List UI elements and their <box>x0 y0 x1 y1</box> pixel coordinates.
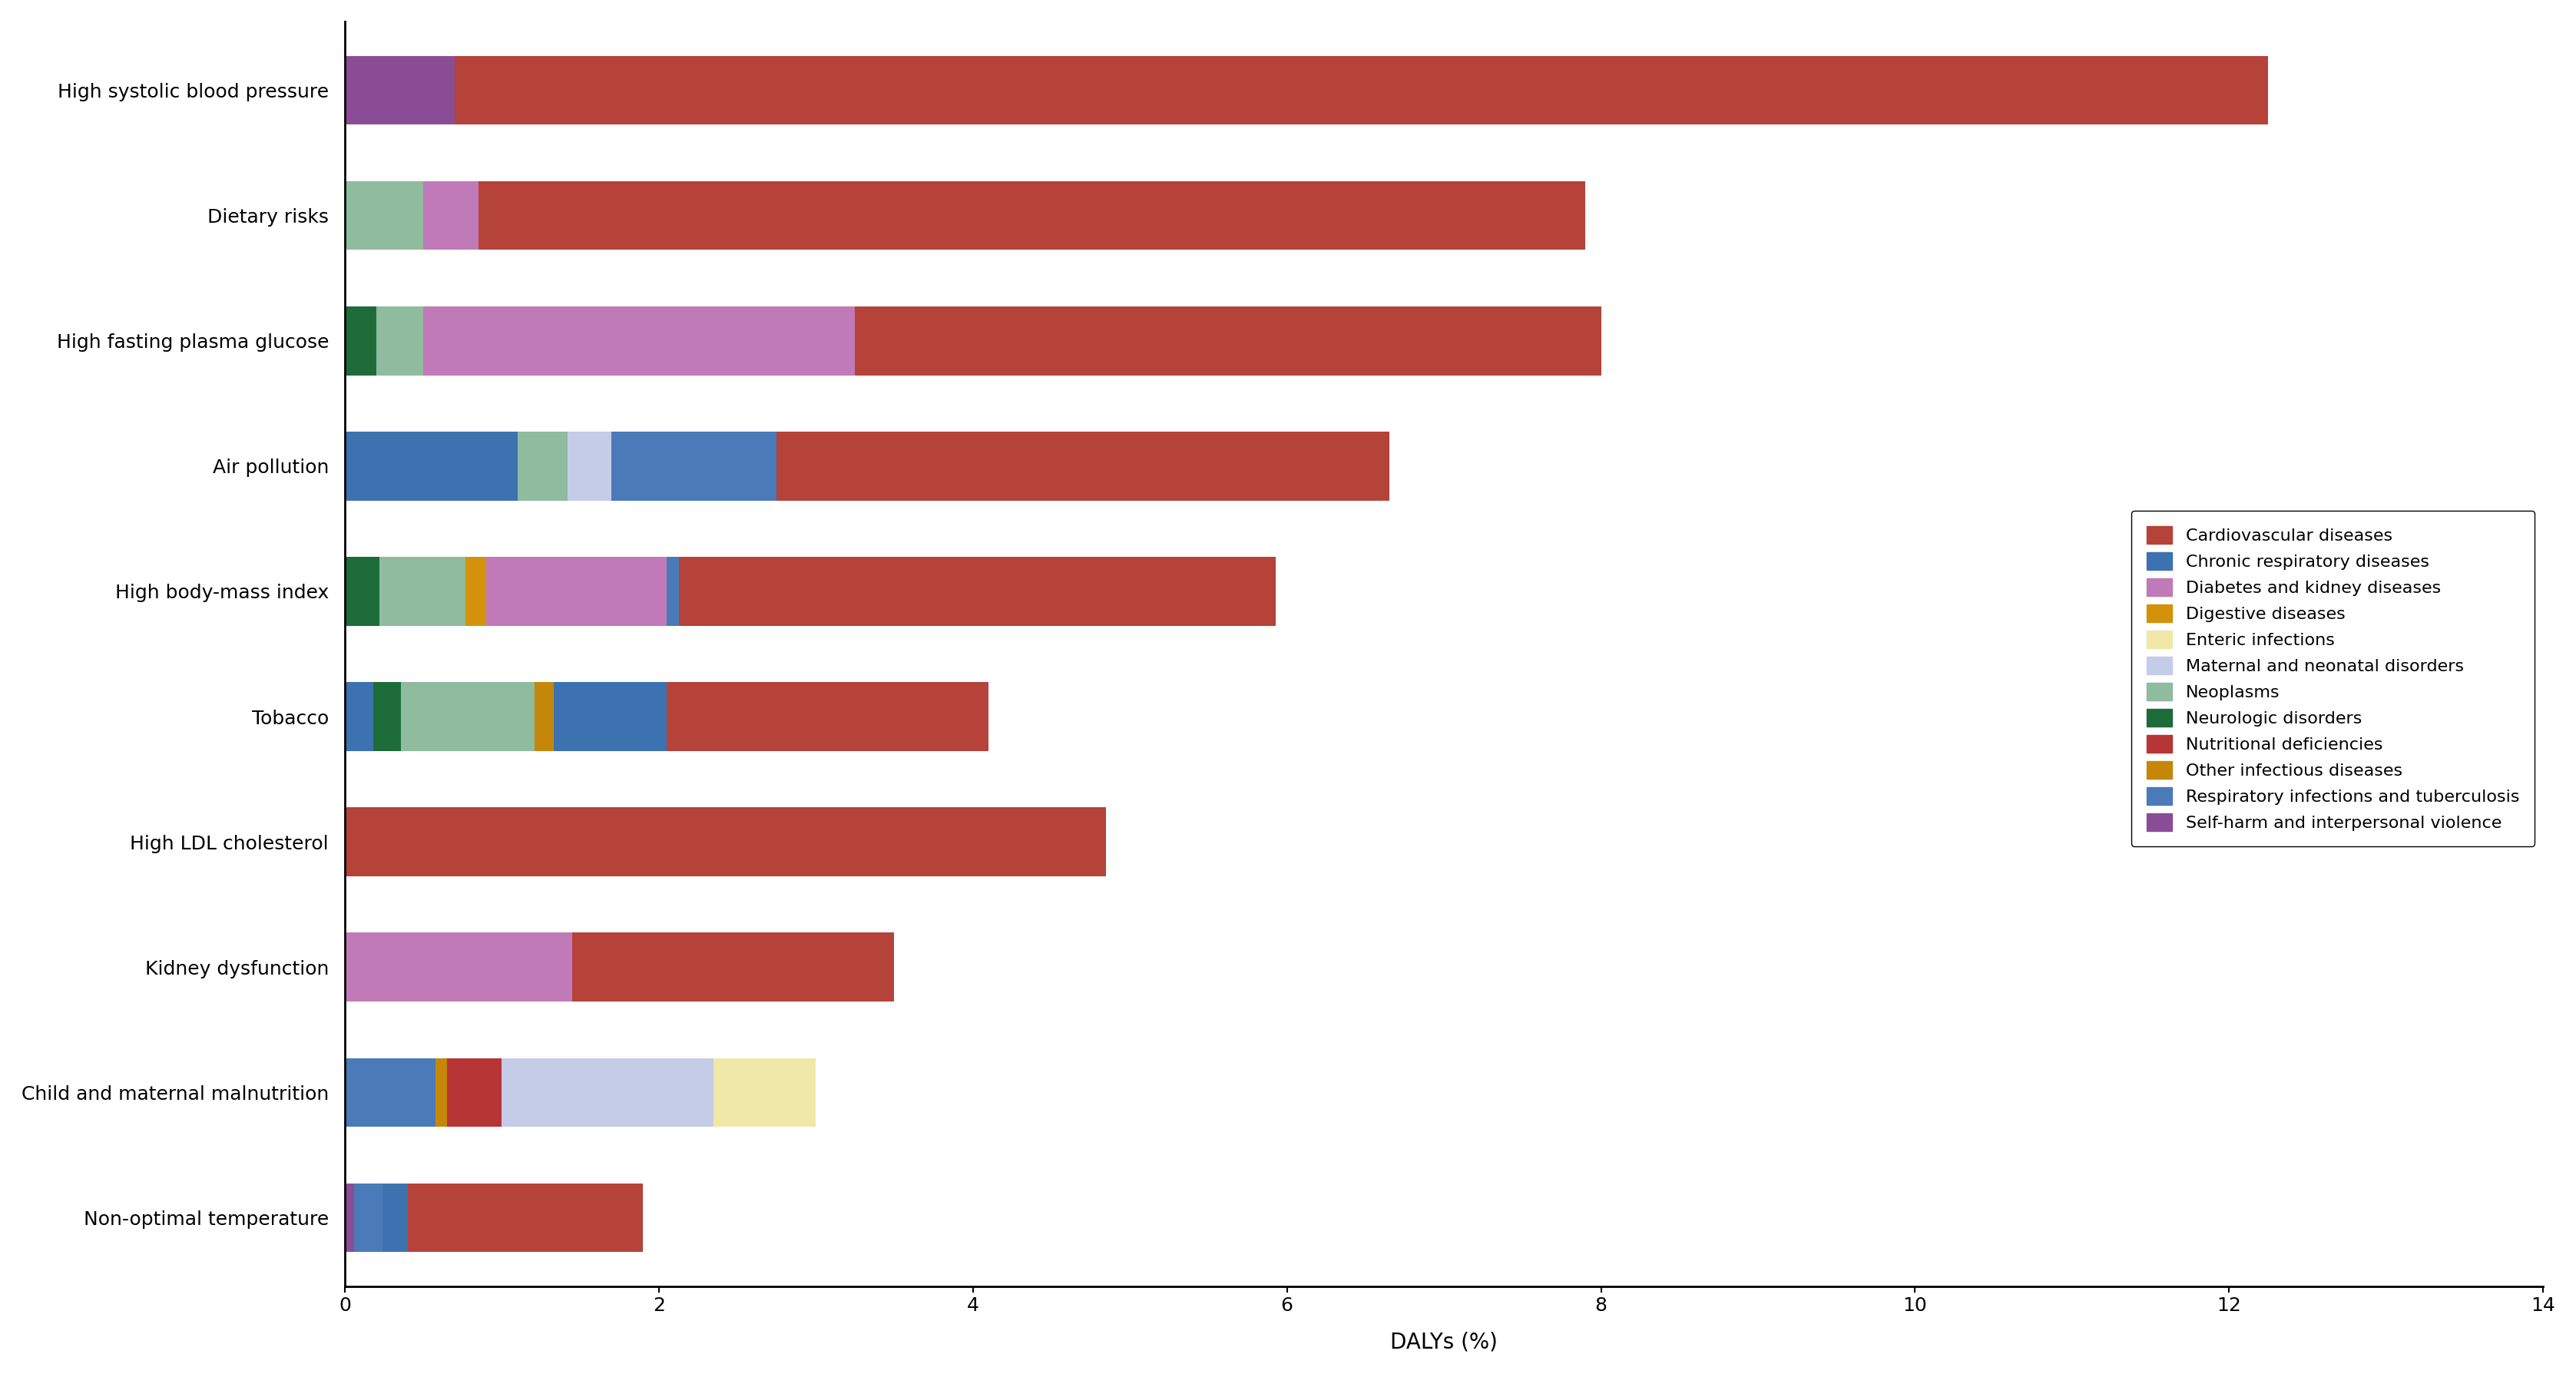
Bar <box>453 56 2267 125</box>
Bar <box>479 181 1584 250</box>
Bar <box>345 181 422 250</box>
Bar <box>379 556 466 625</box>
Bar <box>422 306 855 375</box>
Bar <box>536 682 554 752</box>
Bar <box>518 431 567 500</box>
Bar <box>714 1058 817 1127</box>
Bar <box>345 56 453 125</box>
Bar <box>345 431 518 500</box>
Bar <box>502 1058 714 1127</box>
Bar <box>345 1058 435 1127</box>
Bar <box>487 556 667 625</box>
Bar <box>345 682 374 752</box>
Bar <box>345 556 379 625</box>
Bar <box>446 1058 502 1127</box>
Bar <box>611 431 775 500</box>
Bar <box>554 682 667 752</box>
Bar <box>775 431 1388 500</box>
Bar <box>422 181 479 250</box>
Bar <box>855 306 1600 375</box>
Bar <box>353 1183 381 1252</box>
Bar <box>407 1183 644 1252</box>
Bar <box>381 1183 407 1252</box>
Bar <box>345 933 572 1002</box>
Bar <box>466 556 487 625</box>
Bar <box>435 1058 446 1127</box>
X-axis label: DALYs (%): DALYs (%) <box>1391 1331 1497 1352</box>
Bar <box>345 1183 353 1252</box>
Bar <box>376 306 422 375</box>
Bar <box>374 682 402 752</box>
Bar <box>667 556 680 625</box>
Bar <box>667 682 989 752</box>
Bar <box>345 808 1105 877</box>
Bar <box>567 431 611 500</box>
Bar <box>680 556 1275 625</box>
Legend: Cardiovascular diseases, Chronic respiratory diseases, Diabetes and kidney disea: Cardiovascular diseases, Chronic respira… <box>2130 511 2535 846</box>
Bar <box>345 306 376 375</box>
Bar <box>572 933 894 1002</box>
Bar <box>402 682 536 752</box>
